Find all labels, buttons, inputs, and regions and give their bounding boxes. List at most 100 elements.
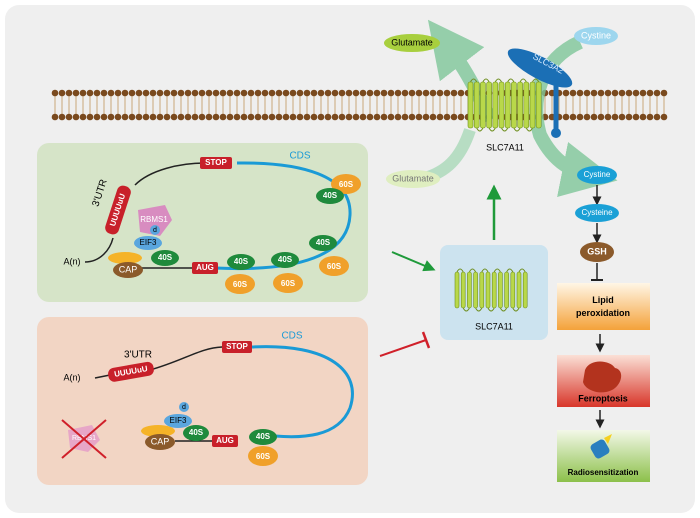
lipid-head: [415, 113, 423, 121]
cds-label: CDS: [281, 331, 302, 342]
lipid-head: [324, 113, 332, 121]
loop: [525, 127, 533, 132]
lipid-head: [394, 89, 402, 97]
lipid-head: [632, 89, 640, 97]
helix: [473, 81, 480, 129]
bolt-icon: [604, 434, 612, 444]
helix: [467, 81, 474, 129]
lipid-head: [247, 89, 255, 97]
lipid-head: [86, 113, 94, 121]
lipid-head: [51, 113, 59, 121]
lipid-head: [359, 113, 367, 121]
helix: [504, 81, 511, 129]
cap: [145, 434, 175, 450]
cysteine: [575, 204, 619, 222]
ribosome-60s: [248, 446, 278, 466]
lipid-head: [583, 89, 591, 97]
loop: [470, 78, 478, 83]
lipid-head: [163, 113, 171, 121]
slc3a2-anchor: [551, 128, 561, 138]
lipid-head: [135, 113, 143, 121]
lipid-head: [254, 89, 262, 97]
lipid-head: [352, 89, 360, 97]
lipid-head: [121, 89, 129, 97]
lipid-head: [261, 113, 269, 121]
eif3-label: EIF3: [170, 416, 187, 425]
lipid-head: [380, 113, 388, 121]
helix: [479, 271, 485, 309]
cystine-out-label: Cystine: [581, 30, 611, 40]
lipid-head: [121, 113, 129, 121]
lipid-head: [429, 113, 437, 121]
helix: [498, 271, 503, 309]
ribosome-60s: [331, 174, 361, 194]
loop: [488, 127, 496, 132]
loop: [518, 268, 526, 273]
lipid-head: [142, 113, 150, 121]
lipid-head: [212, 113, 220, 121]
lipid-head: [387, 113, 395, 121]
ferroptosis-label: Ferroptosis: [578, 393, 628, 403]
cystine-out: [574, 27, 618, 45]
loop: [456, 268, 464, 273]
slc3a2: [507, 48, 573, 88]
stop-codon: [200, 157, 232, 169]
cysteine-label: Cysteine: [581, 208, 613, 217]
helix: [517, 81, 523, 129]
loop: [512, 307, 520, 312]
gsh-label: GSH: [587, 246, 607, 256]
lipid-head: [247, 113, 255, 121]
cap-factor: [141, 425, 175, 437]
lipid-head: [387, 89, 395, 97]
gsh: [580, 242, 614, 262]
lipid-head: [436, 89, 444, 97]
lipid-head: [177, 113, 185, 121]
lipid-head: [618, 113, 626, 121]
poly-a: A(n): [63, 256, 80, 266]
lipid-head: [569, 89, 577, 97]
lipid-head: [296, 113, 304, 121]
lipid-head: [198, 89, 206, 97]
utr-line: [134, 162, 206, 186]
ribosome-60s: [273, 273, 303, 293]
helix: [511, 81, 517, 129]
lipid-head: [625, 89, 633, 97]
lipid-head: [93, 113, 101, 121]
stop-codon: [222, 341, 252, 353]
lipid-head: [86, 89, 94, 97]
rbms1-label: RBMS1: [140, 215, 168, 224]
lipid-head: [422, 113, 430, 121]
lipid-head: [289, 113, 297, 121]
lipid-head: [618, 89, 626, 97]
import-arrow: [529, 35, 618, 197]
utr-motif: [108, 361, 154, 382]
lipid-head: [590, 113, 598, 121]
absent-mark: [61, 419, 107, 459]
slc7a11-protein: [454, 268, 528, 312]
lipid-head: [198, 113, 206, 121]
aug-label: AUG: [216, 436, 234, 445]
initiation-40s: [183, 425, 209, 441]
helix: [523, 81, 530, 129]
eif3-label: EIF3: [140, 238, 157, 247]
helix: [491, 271, 497, 309]
cap: [113, 262, 143, 278]
lipid-head: [338, 89, 346, 97]
lipid-head: [401, 89, 409, 97]
lipid-head: [317, 89, 325, 97]
aug-codon: [192, 262, 218, 274]
loop: [506, 268, 514, 273]
lipid-head: [457, 89, 465, 97]
lipid-head: [51, 89, 59, 97]
radiosensitization-label: Radiosensitization: [568, 468, 639, 477]
cystine: [577, 166, 617, 184]
helix: [480, 81, 486, 129]
lipid-head: [191, 89, 199, 97]
lipid-head: [93, 89, 101, 97]
lipid-head: [660, 89, 668, 97]
lipid-head: [268, 113, 276, 121]
lipid-head: [128, 89, 136, 97]
lipid-head: [303, 113, 311, 121]
lipid-head: [289, 89, 297, 97]
lipid-head: [254, 113, 262, 121]
